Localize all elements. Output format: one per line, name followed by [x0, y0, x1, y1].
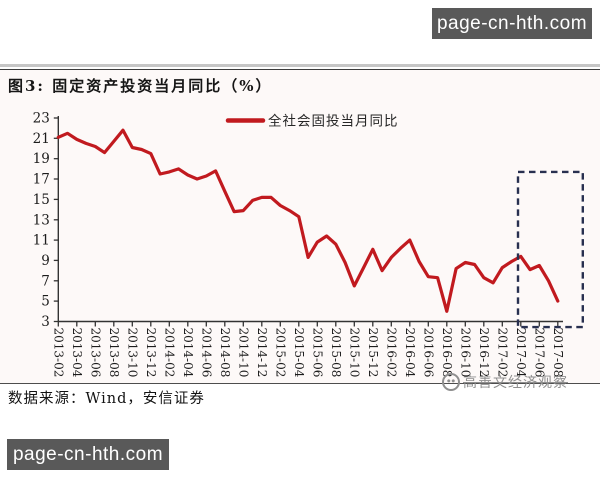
divider-light — [0, 64, 600, 67]
site-watermark-badge-top: page-cn-hth.com — [432, 8, 592, 39]
figure-card — [0, 70, 600, 383]
watermark: 高善文经济观察 — [442, 371, 568, 393]
site-watermark-badge-bottom: page-cn-hth.com — [7, 439, 169, 470]
divider-dark — [0, 69, 600, 70]
watermark-text: 高善文经济观察 — [463, 375, 568, 391]
figure-bottom-rule — [0, 383, 600, 384]
figure-title: 图3: 固定资产投资当月同比（%） — [8, 77, 273, 95]
watermark-logo-icon — [442, 373, 460, 391]
data-source-note: 数据来源：Wind，安信证券 — [8, 391, 205, 407]
